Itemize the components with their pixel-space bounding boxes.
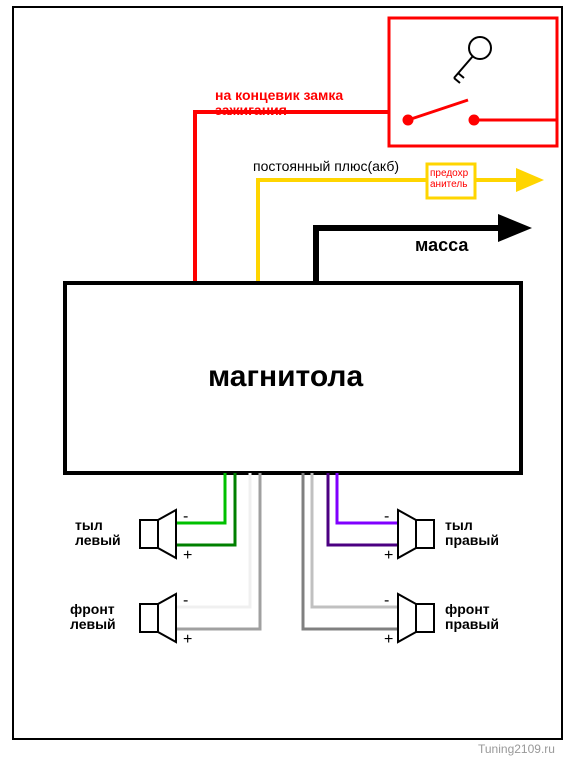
label-front-right: фронт правый — [445, 602, 499, 633]
wire-ignition — [195, 112, 389, 283]
ignition-switch — [404, 100, 558, 124]
watermark: Tuning2109.ru — [478, 742, 555, 756]
label-rear-right: тыл правый — [445, 518, 499, 549]
label-front-left: фронт левый — [70, 602, 116, 633]
wire-rear-left-neg — [174, 473, 225, 523]
wire-front-right-neg — [312, 473, 398, 607]
speaker-front-left-icon — [140, 594, 176, 642]
ignition-box — [389, 18, 557, 146]
wire-battery — [258, 180, 427, 283]
speaker-rear-left-icon — [140, 510, 176, 558]
label-battery: постоянный плюс(акб) — [253, 159, 399, 174]
label-main-block: магнитола — [208, 360, 363, 393]
polarity-fl-pos: + — [183, 631, 192, 648]
polarity-rl-neg: - — [183, 508, 188, 525]
wire-front-left-neg — [174, 473, 250, 607]
polarity-rr-pos: + — [384, 547, 393, 564]
arrow-battery — [516, 168, 544, 192]
arrow-ground — [498, 214, 532, 242]
speaker-rear-right-icon — [398, 510, 434, 558]
label-ignition: на концевик замка зажигания — [215, 88, 343, 119]
key-icon — [454, 37, 491, 83]
wire-ground — [316, 228, 498, 283]
polarity-fr-pos: + — [384, 631, 393, 648]
polarity-rr-neg: - — [384, 508, 389, 525]
label-ground: масса — [415, 236, 468, 256]
polarity-fr-neg: - — [384, 592, 389, 609]
polarity-rl-pos: + — [183, 547, 192, 564]
speaker-front-right-icon — [398, 594, 434, 642]
polarity-fl-neg: - — [183, 592, 188, 609]
label-rear-left: тыл левый — [75, 518, 121, 549]
label-fuse: предохр анитель — [430, 168, 468, 190]
